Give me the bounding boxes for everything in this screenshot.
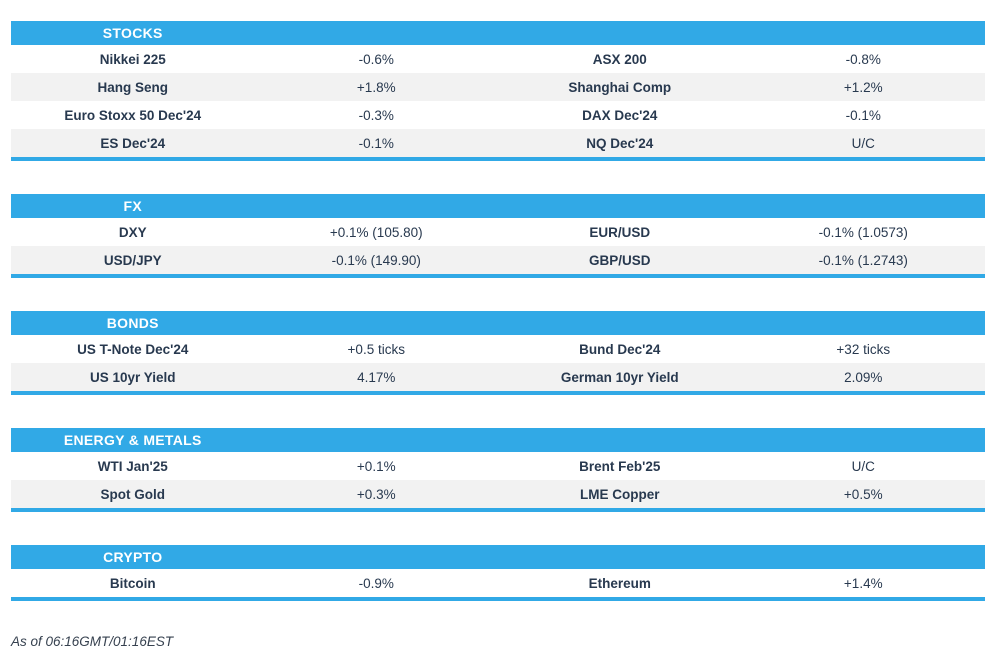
section-header: FX bbox=[11, 194, 985, 218]
instrument-value: +0.3% bbox=[356, 486, 396, 502]
section-header-label: ENERGY & METALS bbox=[63, 432, 202, 448]
instrument-value: -0.3% bbox=[358, 107, 394, 123]
table-row: DXY +0.1% (105.80) EUR/USD -0.1% (1.0573) bbox=[11, 218, 985, 246]
instrument-value: -0.6% bbox=[358, 51, 394, 67]
instrument-name: Brent Feb'25 bbox=[579, 458, 661, 474]
instrument-value: 2.09% bbox=[844, 369, 883, 385]
section-fx: FX DXY +0.1% (105.80) EUR/USD -0.1% (1.0573)… bbox=[11, 194, 985, 278]
table-row: Nikkei 225 -0.6% ASX 200 -0.8% bbox=[11, 45, 985, 73]
instrument-name: Nikkei 225 bbox=[99, 51, 166, 67]
instrument-name: Shanghai Comp bbox=[568, 79, 672, 95]
instrument-value: +32 ticks bbox=[836, 341, 891, 357]
table-row: Bitcoin -0.9% Ethereum +1.4% bbox=[11, 569, 985, 597]
table-row: Spot Gold +0.3% LME Copper +0.5% bbox=[11, 480, 985, 508]
section-stocks: STOCKS Nikkei 225 -0.6% ASX 200 -0.8% Hang Se… bbox=[11, 21, 985, 161]
instrument-value: +1.4% bbox=[843, 575, 883, 591]
instrument-value: -0.1% (149.90) bbox=[331, 252, 421, 268]
as-of-timestamp: As of 06:16GMT/01:16EST bbox=[11, 634, 174, 649]
table-row: Euro Stoxx 50 Dec'24 -0.3% DAX Dec'24 -0.1% bbox=[11, 101, 985, 129]
instrument-value: -0.1% (1.2743) bbox=[818, 252, 908, 268]
section-header: ENERGY & METALS bbox=[11, 428, 985, 452]
instrument-name: ES Dec'24 bbox=[100, 135, 166, 151]
instrument-value: -0.9% bbox=[358, 575, 394, 591]
instrument-value: +1.8% bbox=[356, 79, 396, 95]
instrument-name: GBP/USD bbox=[588, 252, 651, 268]
instrument-name: German 10yr Yield bbox=[560, 369, 679, 385]
section-header: STOCKS bbox=[11, 21, 985, 45]
instrument-value: U/C bbox=[851, 458, 875, 474]
instrument-name: WTI Jan'25 bbox=[97, 458, 168, 474]
instrument-value: +0.1% (105.80) bbox=[329, 224, 423, 240]
instrument-name: Hang Seng bbox=[97, 79, 168, 95]
instrument-value: -0.1% bbox=[845, 107, 881, 123]
section-header: BONDS bbox=[11, 311, 985, 335]
instrument-value: -0.1% (1.0573) bbox=[818, 224, 908, 240]
section-header-label: FX bbox=[123, 198, 142, 214]
section-header-label: CRYPTO bbox=[103, 549, 163, 565]
instrument-name: USD/JPY bbox=[103, 252, 162, 268]
instrument-name: ASX 200 bbox=[592, 51, 647, 67]
section-header-label: STOCKS bbox=[102, 25, 163, 41]
instrument-name: NQ Dec'24 bbox=[586, 135, 654, 151]
table-row: USD/JPY -0.1% (149.90) GBP/USD -0.1% (1.274… bbox=[11, 246, 985, 274]
instrument-name: Euro Stoxx 50 Dec'24 bbox=[64, 107, 202, 123]
instrument-value: -0.8% bbox=[845, 51, 881, 67]
table-row: WTI Jan'25 +0.1% Brent Feb'25 U/C bbox=[11, 452, 985, 480]
instrument-name: EUR/USD bbox=[589, 224, 651, 240]
table-row: US T-Note Dec'24 +0.5 ticks Bund Dec'24 +32… bbox=[11, 335, 985, 363]
instrument-name: Spot Gold bbox=[100, 486, 166, 502]
section-energy-metals: ENERGY & METALS WTI Jan'25 +0.1% Brent Feb'… bbox=[11, 428, 985, 512]
instrument-name: DXY bbox=[118, 224, 147, 240]
table-row: US 10yr Yield 4.17% German 10yr Yield 2.09% bbox=[11, 363, 985, 391]
instrument-name: Bund Dec'24 bbox=[579, 341, 661, 357]
instrument-value: 4.17% bbox=[357, 369, 396, 385]
instrument-name: Bitcoin bbox=[109, 575, 156, 591]
instrument-value: +1.2% bbox=[843, 79, 883, 95]
instrument-name: US T-Note Dec'24 bbox=[77, 341, 189, 357]
table-row: ES Dec'24 -0.1% NQ Dec'24 U/C bbox=[11, 129, 985, 157]
instrument-value: -0.1% bbox=[358, 135, 394, 151]
instrument-value: U/C bbox=[851, 135, 875, 151]
instrument-name: DAX Dec'24 bbox=[582, 107, 658, 123]
section-bonds: BONDS US T-Note Dec'24 +0.5 ticks Bund Dec'… bbox=[11, 311, 985, 395]
section-header: CRYPTO bbox=[11, 545, 985, 569]
market-summary: STOCKS Nikkei 225 -0.6% ASX 200 -0.8% Hang Se… bbox=[11, 21, 985, 601]
instrument-value: +0.5 ticks bbox=[347, 341, 405, 357]
section-crypto: CRYPTO Bitcoin -0.9% Ethereum +1.4% bbox=[11, 545, 985, 601]
instrument-name: Ethereum bbox=[588, 575, 651, 591]
section-header-label: BONDS bbox=[106, 315, 159, 331]
instrument-name: US 10yr Yield bbox=[89, 369, 176, 385]
instrument-value: +0.5% bbox=[843, 486, 883, 502]
instrument-value: +0.1% bbox=[356, 458, 396, 474]
table-row: Hang Seng +1.8% Shanghai Comp +1.2% bbox=[11, 73, 985, 101]
instrument-name: LME Copper bbox=[580, 486, 660, 502]
